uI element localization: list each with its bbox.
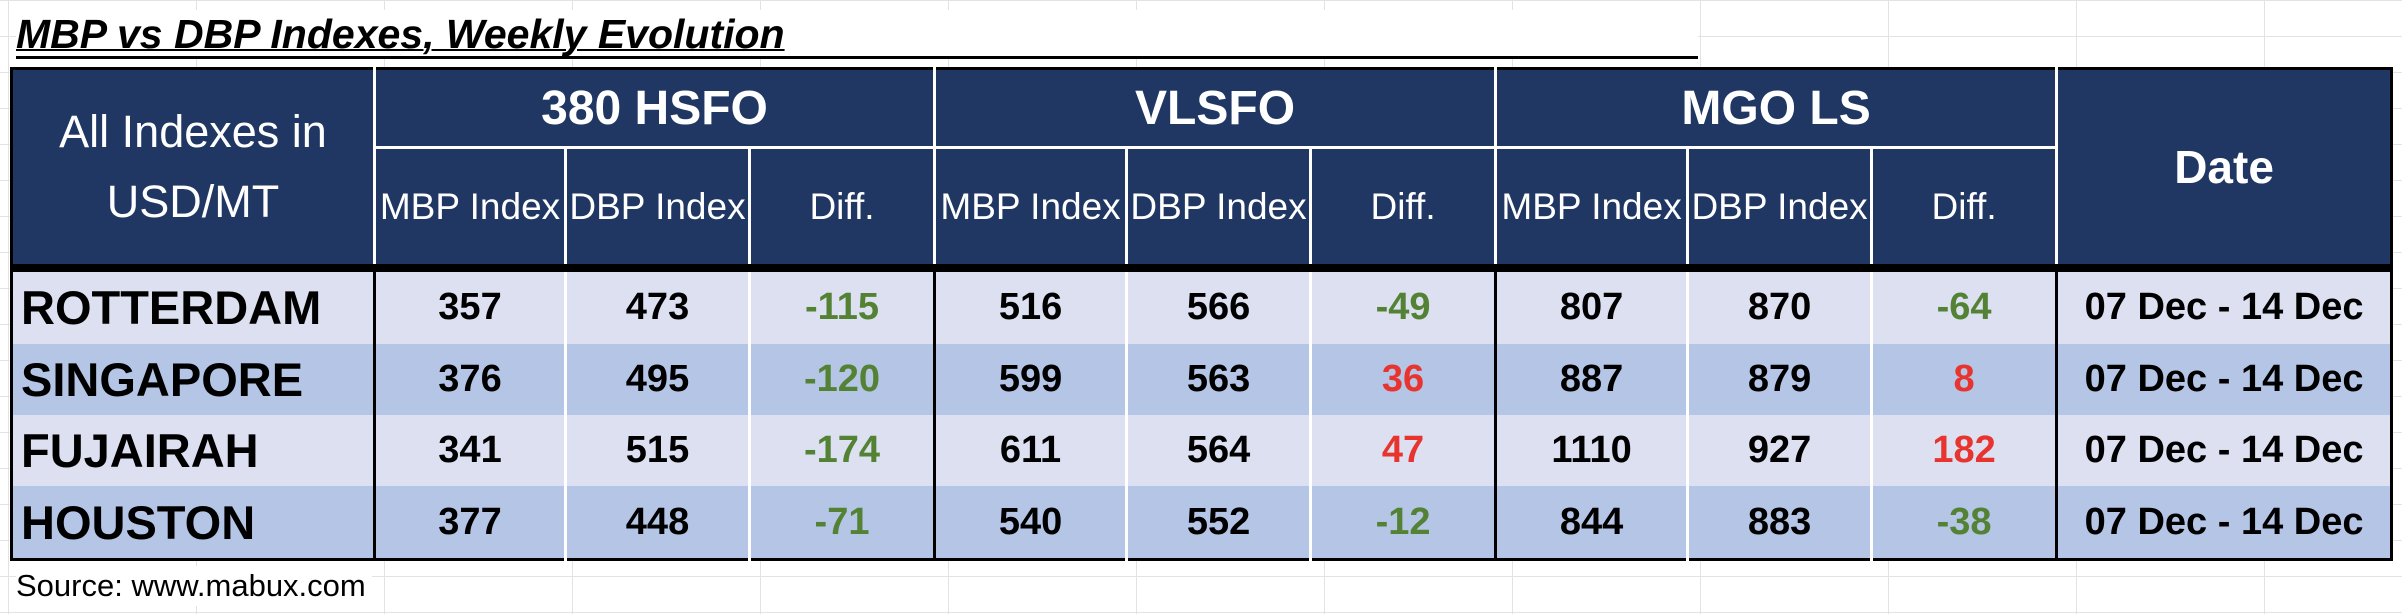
hsfo-dbp-cell: 495	[565, 343, 751, 415]
date-cell: 07 Dec - 14 Dec	[2056, 343, 2392, 415]
sub-header-dbp: DBP Index	[1126, 147, 1313, 272]
port-name: FUJAIRAH	[11, 415, 376, 487]
sub-header-dbp: DBP Index	[1687, 147, 1874, 272]
port-name: HOUSTON	[11, 486, 376, 560]
hsfo-diff-cell: -71	[749, 486, 937, 560]
diff-value-positive: 182	[1932, 429, 1996, 472]
diff-value-negative: -120	[803, 357, 881, 400]
diff-value-negative: -38	[1936, 500, 1992, 543]
date-cell: 07 Dec - 14 Dec	[2056, 415, 2392, 487]
diff-value-negative: -174	[803, 429, 881, 472]
hsfo-diff-cell: -120	[749, 343, 937, 415]
hsfo-mbp-cell: 377	[374, 486, 567, 560]
vlsfo-dbp-cell: 566	[1126, 268, 1313, 344]
vlsfo-diff-cell: -49	[1310, 268, 1498, 344]
vlsfo-mbp-cell: 540	[934, 486, 1129, 560]
mgo-mbp-cell: 807	[1495, 268, 1690, 344]
vlsfo-dbp-cell: 552	[1126, 486, 1313, 560]
source-note: Source: www.mabux.com	[16, 566, 372, 606]
group-header-hsfo: 380 HSFO	[374, 68, 937, 149]
diff-value-negative: -71	[814, 500, 870, 543]
mgo-diff-cell: 182	[1871, 415, 2059, 487]
sub-header-diff: Diff.	[749, 147, 937, 272]
sub-header-diff: Diff.	[1871, 147, 2059, 272]
sub-header-mbp: MBP Index	[1495, 147, 1690, 272]
diff-value-negative: -64	[1936, 286, 1992, 329]
port-name: SINGAPORE	[11, 343, 376, 415]
hsfo-diff-cell: -174	[749, 415, 937, 487]
diff-value-negative: -115	[805, 286, 879, 329]
sub-header-diff: Diff.	[1310, 147, 1498, 272]
hsfo-mbp-cell: 357	[374, 268, 567, 344]
mgo-dbp-cell: 883	[1687, 486, 1874, 560]
hsfo-diff-cell: -115	[749, 268, 937, 344]
table-body: ROTTERDAM 357 473 -115 516 566 -49 807 8…	[11, 268, 2392, 560]
date-cell: 07 Dec - 14 Dec	[2056, 268, 2392, 344]
vlsfo-dbp-cell: 564	[1126, 415, 1313, 487]
vlsfo-mbp-cell: 611	[934, 415, 1129, 487]
sub-header-dbp: DBP Index	[565, 147, 751, 272]
mgo-mbp-cell: 844	[1495, 486, 1690, 560]
hsfo-dbp-cell: 448	[565, 486, 751, 560]
mgo-mbp-cell: 887	[1495, 343, 1690, 415]
diff-value-negative: -49	[1375, 286, 1431, 329]
date-cell: 07 Dec - 14 Dec	[2056, 486, 2392, 560]
mgo-diff-cell: -38	[1871, 486, 2059, 560]
vlsfo-dbp-cell: 563	[1126, 343, 1313, 415]
vlsfo-mbp-cell: 599	[934, 343, 1129, 415]
index-comparison-table: All Indexes in USD/MT 380 HSFO VLSFO MGO…	[10, 67, 2394, 561]
vlsfo-mbp-cell: 516	[934, 268, 1129, 344]
diff-value-positive: 36	[1381, 357, 1425, 400]
table-row: FUJAIRAH 341 515 -174 611 564 47 1110 92…	[11, 415, 2392, 487]
date-header: Date	[2056, 68, 2392, 272]
mgo-dbp-cell: 927	[1687, 415, 1874, 487]
vlsfo-diff-cell: -12	[1310, 486, 1498, 560]
sub-header-mbp: MBP Index	[374, 147, 567, 272]
table-header: All Indexes in USD/MT 380 HSFO VLSFO MGO…	[11, 68, 2392, 272]
table-row: SINGAPORE 376 495 -120 599 563 36 887 87…	[11, 343, 2392, 415]
group-header-vlsfo: VLSFO	[934, 68, 1498, 149]
hsfo-mbp-cell: 376	[374, 343, 567, 415]
header-group-row: All Indexes in USD/MT 380 HSFO VLSFO MGO…	[11, 68, 2392, 272]
sheet-title: MBP vs DBP Indexes, Weekly Evolution	[16, 10, 1698, 59]
mgo-diff-cell: -64	[1871, 268, 2059, 344]
hsfo-dbp-cell: 473	[565, 268, 751, 344]
sheet-title-text: MBP vs DBP Indexes, Weekly Evolution	[16, 11, 785, 57]
port-name: ROTTERDAM	[11, 268, 376, 344]
diff-value-positive: 47	[1381, 429, 1425, 472]
units-header: All Indexes in USD/MT	[11, 68, 376, 272]
mgo-diff-cell: 8	[1871, 343, 2059, 415]
hsfo-mbp-cell: 341	[374, 415, 567, 487]
diff-value-positive: 8	[1953, 357, 1975, 400]
sub-header-mbp: MBP Index	[934, 147, 1129, 272]
table-row: ROTTERDAM 357 473 -115 516 566 -49 807 8…	[11, 268, 2392, 344]
diff-value-negative: -12	[1375, 500, 1431, 543]
vlsfo-diff-cell: 36	[1310, 343, 1498, 415]
group-header-mgo: MGO LS	[1495, 68, 2059, 149]
mgo-mbp-cell: 1110	[1495, 415, 1690, 487]
mgo-dbp-cell: 870	[1687, 268, 1874, 344]
vlsfo-diff-cell: 47	[1310, 415, 1498, 487]
mgo-dbp-cell: 879	[1687, 343, 1874, 415]
table-row: HOUSTON 377 448 -71 540 552 -12 844 883 …	[11, 486, 2392, 560]
hsfo-dbp-cell: 515	[565, 415, 751, 487]
header-sub-row: MBP Index DBP Index Diff. MBP Index DBP …	[12, 147, 2392, 272]
